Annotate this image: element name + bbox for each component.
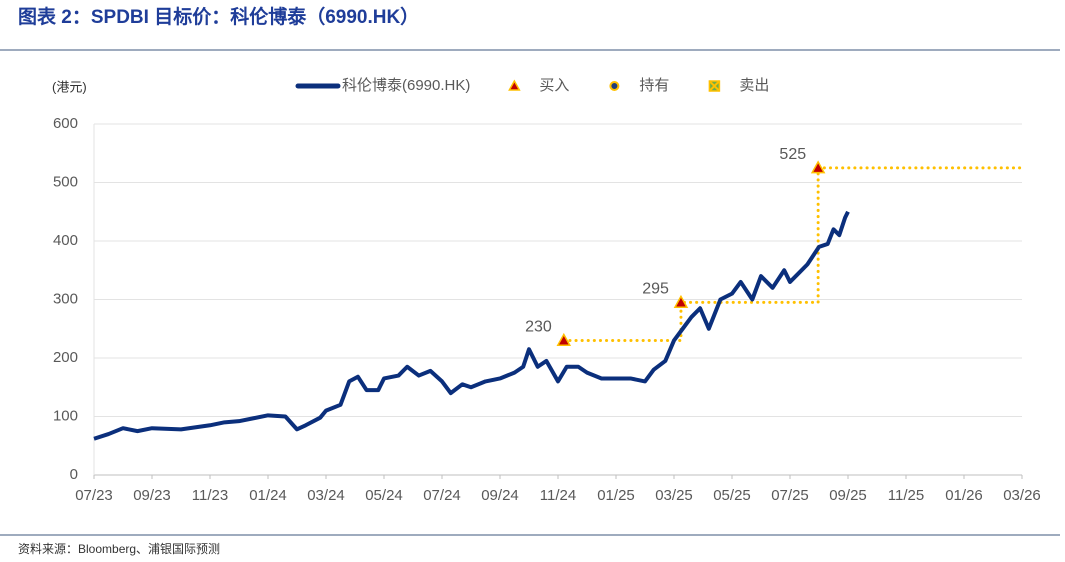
x-tick-label: 07/25: [771, 487, 809, 504]
marker-triangle: [810, 160, 826, 174]
legend-label: 科伦博泰(6990.HK): [342, 77, 470, 94]
marker-triangle: [673, 294, 689, 308]
x-tick-label: 07/23: [75, 487, 113, 504]
y-tick-label: 600: [53, 115, 78, 132]
source: 资料来源：Bloomberg、浦银国际预测: [18, 542, 220, 556]
x-tick-label: 05/25: [713, 487, 751, 504]
x-tick-label: 01/24: [249, 487, 287, 504]
x-tick-label: 03/25: [655, 487, 693, 504]
x-tick-label: 01/26: [945, 487, 983, 504]
legend-label: 持有: [639, 77, 669, 94]
x-tick-label: 11/24: [540, 487, 576, 504]
y-tick-label: 100: [53, 407, 78, 424]
x-tick-label: 09/24: [481, 487, 519, 504]
x-tick-label: 05/24: [365, 487, 403, 504]
y-tick-label: 500: [53, 173, 78, 190]
x-tick-label: 03/24: [307, 487, 345, 504]
legend-label: 买入: [539, 77, 569, 94]
y-tick-label: 0: [70, 466, 78, 483]
marker-triangle: [508, 79, 521, 91]
x-tick-label: 11/23: [192, 487, 228, 504]
legend-label: 卖出: [739, 77, 769, 94]
x-tick-label: 09/23: [133, 487, 171, 504]
x-tick-label: 01/25: [597, 487, 635, 504]
value-label: 230: [525, 319, 552, 336]
value-label: 525: [779, 146, 806, 163]
marker-cross: [708, 80, 721, 92]
x-tick-label: 11/25: [888, 487, 924, 504]
x-tick-label: 09/25: [829, 487, 867, 504]
value-label: 295: [642, 281, 669, 298]
y-tick-label: 400: [53, 232, 78, 249]
y-tick-label: 200: [53, 349, 78, 366]
chart-title: 图表 2：SPDBI 目标价：科伦博泰（6990.HK）: [18, 5, 419, 28]
y-tick-label: 300: [53, 290, 78, 307]
x-tick-label: 07/24: [423, 487, 461, 504]
marker-triangle: [556, 332, 572, 346]
marker-circle: [609, 81, 620, 91]
target-line: [562, 166, 1024, 342]
price-line: [93, 210, 850, 441]
unit-label: (港元): [52, 79, 87, 94]
x-tick-label: 03/26: [1003, 487, 1041, 504]
